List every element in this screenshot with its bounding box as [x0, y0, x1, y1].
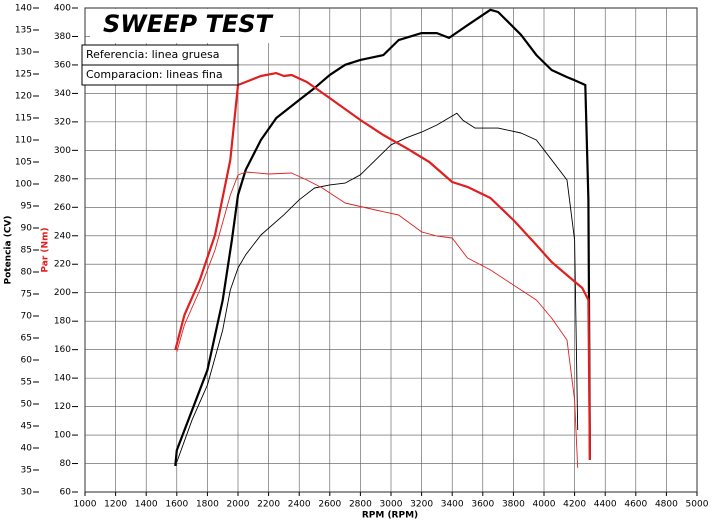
y-tick-label: 120	[15, 92, 32, 102]
y-tick-label: 95	[21, 202, 32, 212]
x-tick-label: 3200	[410, 500, 433, 510]
x-tick-label: 2800	[349, 500, 372, 510]
y2-tick-label: 340	[54, 89, 71, 99]
y2-tick-label: 280	[54, 174, 71, 184]
x-tick-label: 3000	[380, 500, 403, 510]
y-tick-label: 45	[21, 422, 32, 432]
y-tick-label: 100	[15, 180, 32, 190]
y2-tick-label: 80	[60, 459, 72, 469]
x-tick-label: 3400	[441, 500, 464, 510]
y2-tick-label: 120	[54, 402, 71, 412]
y2-tick-label: 60	[60, 488, 72, 498]
x-tick-label: 3800	[502, 500, 525, 510]
grid	[84, 7, 698, 493]
x-tick-label: 4400	[594, 500, 617, 510]
lines	[174, 8, 591, 468]
y-tick-label: 85	[21, 246, 32, 256]
x-tick-label: 4000	[533, 500, 556, 510]
x-tick-label: 1200	[104, 500, 127, 510]
x-tick-label: 5000	[686, 500, 709, 510]
y-tick-label: 35	[21, 466, 32, 476]
y-tick-label: 40	[21, 444, 33, 454]
y2-tick-label: 200	[54, 288, 71, 298]
y-tick-label: 70	[21, 312, 33, 322]
y2-tick-label: 180	[54, 317, 71, 327]
y2-tick-label: 360	[54, 60, 71, 70]
note-box	[81, 64, 239, 86]
y-tick-label: 65	[21, 334, 32, 344]
y-tick-label: 105	[15, 158, 32, 168]
y-tick-label: 75	[21, 290, 32, 300]
x-tick-label: 1000	[74, 500, 97, 510]
y2-tick-label: 220	[54, 260, 71, 270]
note: Referencia: linea gruesa	[86, 48, 219, 61]
y-tick-label: 60	[21, 356, 33, 366]
x-tick-label: 2000	[227, 500, 250, 510]
chart-title: SWEEP TEST	[103, 10, 274, 38]
y2-tick-label: 380	[54, 32, 71, 42]
x-tick-label: 3600	[471, 500, 494, 510]
x-tick-label: 2400	[288, 500, 311, 510]
x-tick-label: 4800	[655, 500, 678, 510]
y2-tick-label: 100	[54, 431, 71, 441]
y2-tick-label: 260	[54, 203, 71, 213]
y-tick-label: 55	[21, 378, 32, 388]
y2-tick-label: 300	[54, 146, 71, 156]
y-axis-label: Potencia (CV)	[4, 215, 14, 284]
y-tick-label: 50	[21, 400, 33, 410]
line	[176, 171, 579, 468]
y-tick-label: 30	[21, 488, 33, 498]
y-tick-label: 140	[15, 4, 32, 14]
x-tick-label: 1600	[165, 500, 188, 510]
y2-tick-label: 140	[54, 374, 71, 384]
y-tick-label: 125	[15, 70, 32, 80]
y-tick-label: 115	[15, 114, 32, 124]
title-box	[90, 9, 280, 43]
y-tick-label: 130	[15, 48, 32, 58]
y2-tick-label: 240	[54, 231, 71, 241]
y2-tick-label: 400	[54, 4, 71, 14]
y2-axis-label: Par (Nm)	[41, 227, 51, 272]
y-tick-label: 90	[21, 224, 33, 234]
y2-tick-label: 320	[54, 117, 71, 127]
x-axis-label: RPM (RPM)	[362, 511, 418, 521]
y-tick-label: 135	[15, 26, 32, 36]
line	[174, 8, 591, 467]
x-tick-label: 1800	[196, 500, 219, 510]
y2-tick-label: 160	[54, 345, 71, 355]
line	[174, 72, 591, 461]
x-tick-label: 4600	[624, 500, 647, 510]
y-tick-label: 110	[15, 136, 32, 146]
x-tick-label: 1400	[135, 500, 158, 510]
note: Comparacion: lineas fina	[86, 68, 223, 81]
x-tick-label: 4200	[563, 500, 586, 510]
x-tick-label: 2600	[318, 500, 341, 510]
y-tick-label: 80	[21, 268, 33, 278]
line	[176, 112, 579, 463]
x-tick-label: 2200	[257, 500, 280, 510]
